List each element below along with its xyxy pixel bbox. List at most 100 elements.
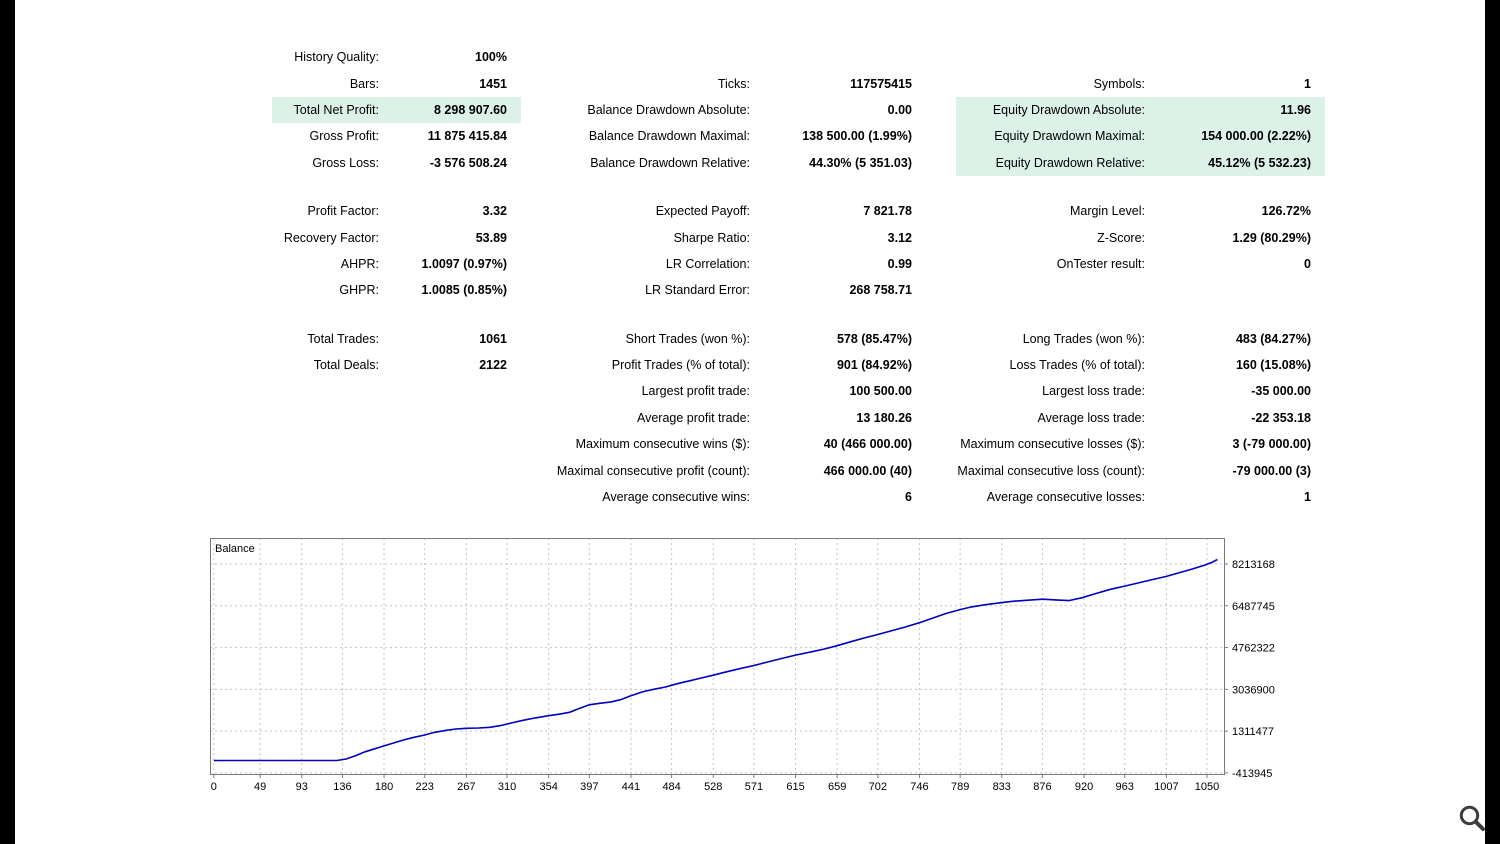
right-black-bar: [1485, 0, 1500, 844]
stat-label: [926, 277, 1148, 303]
stat-label: Recovery Factor:: [283, 230, 379, 245]
stat-value: 578 (85.47%): [836, 331, 912, 346]
stat-label: LR Correlation:: [665, 256, 750, 271]
stat-value: 466 000.00 (40): [823, 463, 912, 478]
plot-background: [210, 538, 1225, 775]
stat-value: -79 000.00 (3): [1232, 463, 1311, 478]
stat-label: Bars:: [349, 76, 379, 91]
stat-label: Maximal consecutive loss (count):: [957, 463, 1145, 478]
stat-label: Sharpe Ratio:: [673, 230, 750, 245]
stat-label: [926, 44, 1148, 70]
stat-value: -3 576 508.24: [429, 155, 507, 170]
spacer-row: [210, 176, 1325, 198]
stat-label: Average loss trade:: [1037, 410, 1145, 425]
stat-value: 0.00: [887, 102, 912, 117]
stats-row: Profit Factor: 3.32 Expected Payoff: 7 821.…: [210, 198, 1325, 224]
stats-row: Gross Profit: 11 875 415.84 Balance Drawdo…: [210, 123, 1325, 150]
stat-value: 160 (15.08%): [1235, 358, 1311, 373]
stats-row: GHPR: 1.0085 (0.85%) LR Standard Error: 268…: [210, 277, 1325, 303]
stat-label: [210, 431, 382, 457]
stat-label: AHPR:: [340, 256, 379, 271]
stat-value: 1.0097 (0.97%): [421, 256, 507, 271]
y-axis-label: 8213168: [1232, 559, 1275, 571]
stat-value: 126.72%: [1261, 204, 1311, 219]
stat-value: 100 500.00: [849, 384, 912, 399]
stat-value: 53.89: [475, 230, 507, 245]
stat-label: Long Trades (won %):: [1022, 331, 1145, 346]
x-axis-label: 876: [1033, 781, 1051, 793]
stat-value: 7 821.78: [863, 204, 912, 219]
y-axis-label: 3036900: [1232, 684, 1275, 696]
stat-value: 1: [1304, 76, 1311, 91]
stat-label: Short Trades (won %):: [625, 331, 750, 346]
x-axis-label: 702: [869, 781, 887, 793]
x-axis-label: 1050: [1195, 781, 1219, 793]
stat-label: [210, 457, 382, 483]
stat-label: Maximum consecutive losses ($):: [960, 437, 1145, 452]
stats-row: Total Trades: 1061 Short Trades (won %): 57…: [210, 326, 1325, 352]
stat-label: OnTester result:: [1056, 256, 1145, 271]
y-axis-label: 1311477: [1232, 726, 1274, 738]
stats-row: Average consecutive wins: 6 Average consec…: [210, 484, 1325, 510]
balance-chart[interactable]: 0 49 93 136 180 223 267 310 354 397 441 484 528 571 61…: [210, 538, 1300, 805]
stat-value: [382, 378, 521, 404]
stat-label: Loss Trades (% of total):: [1009, 358, 1145, 373]
stat-value: [382, 431, 521, 457]
zoom-button[interactable]: [1456, 802, 1488, 834]
stat-value: 901 (84.92%): [836, 358, 912, 373]
stat-label: [210, 484, 382, 510]
stat-label: Total Net Profit:: [210, 96, 382, 124]
y-axis-label: 4762322: [1232, 643, 1275, 655]
stats-row: AHPR: 1.0097 (0.97%) LR Correlation: 0.99 On…: [210, 251, 1325, 277]
stat-label: Average profit trade:: [636, 410, 750, 425]
x-axis-label: 1007: [1154, 781, 1178, 793]
x-axis-label: 49: [254, 781, 266, 793]
x-axis-label: 659: [828, 781, 846, 793]
stat-value: 13 180.26: [856, 410, 912, 425]
stat-label: [210, 405, 382, 431]
stat-label: Average consecutive wins:: [602, 490, 750, 505]
stat-value: 1451: [479, 76, 507, 91]
stat-label: Ticks:: [717, 76, 750, 91]
stat-value: 3.32: [482, 204, 507, 219]
stat-value: [1148, 277, 1325, 303]
stat-value: 117575415: [850, 76, 912, 91]
stat-label: Equity Drawdown Relative:: [926, 149, 1148, 176]
stat-label: Equity Drawdown Maximal:: [926, 123, 1148, 150]
backtest-statistics: History Quality: 100% Bars: 1451 Ticks: 11757…: [210, 44, 1325, 510]
x-axis-label: 571: [745, 781, 763, 793]
balance-chart-svg: 0 49 93 136 180 223 267 310 354 397 441 484 528 571 61…: [210, 538, 1275, 793]
stat-value: 44.30% (5 351.03): [809, 155, 912, 170]
stats-row: History Quality: 100%: [210, 44, 1325, 70]
stat-label: Expected Payoff:: [655, 204, 750, 219]
stats-row: Average profit trade: 13 180.26 Average lo…: [210, 405, 1325, 431]
stat-label: [210, 378, 382, 404]
stats-row: Gross Loss: -3 576 508.24 Balance Drawdown…: [210, 149, 1325, 176]
stats-row: Maximal consecutive profit (count): 466 0…: [210, 457, 1325, 483]
stat-label: Balance Drawdown Maximal:: [588, 129, 750, 144]
x-axis-label: 963: [1116, 781, 1134, 793]
stat-label: Maximum consecutive wins ($):: [575, 437, 750, 452]
stats-row: Largest profit trade: 100 500.00 Largest l…: [210, 378, 1325, 404]
stat-value: 1: [1304, 490, 1311, 505]
magnifier-icon: [1459, 805, 1485, 831]
stat-value: [1148, 44, 1325, 70]
x-axis-label: 223: [416, 781, 434, 793]
stat-value: 40 (466 000.00): [823, 437, 912, 452]
stat-label: Largest loss trade:: [1042, 384, 1145, 399]
x-axis-label: 0: [211, 781, 217, 793]
stat-label: Gross Profit:: [309, 129, 379, 144]
x-axis-label: 528: [704, 781, 722, 793]
x-axis-label: 267: [457, 781, 475, 793]
x-axis-labels: 0 49 93 136 180 223 267 310 354 397 441 484 528 571 61…: [211, 775, 1219, 793]
stat-value: 138 500.00 (1.99%): [802, 129, 912, 144]
stat-value: 3 (-79 000.00): [1232, 437, 1311, 452]
stat-value: 6: [905, 490, 912, 505]
stat-label: Maximal consecutive profit (count):: [556, 463, 750, 478]
left-black-bar: [0, 0, 15, 844]
stat-value: -22 353.18: [1251, 410, 1311, 425]
stat-label: Gross Loss:: [312, 155, 379, 170]
x-axis-label: 833: [993, 781, 1011, 793]
stat-label: LR Standard Error:: [645, 283, 750, 298]
y-axis-labels: 8213168 6487745 4762322 3036900 1311477 -4139…: [1225, 559, 1275, 780]
